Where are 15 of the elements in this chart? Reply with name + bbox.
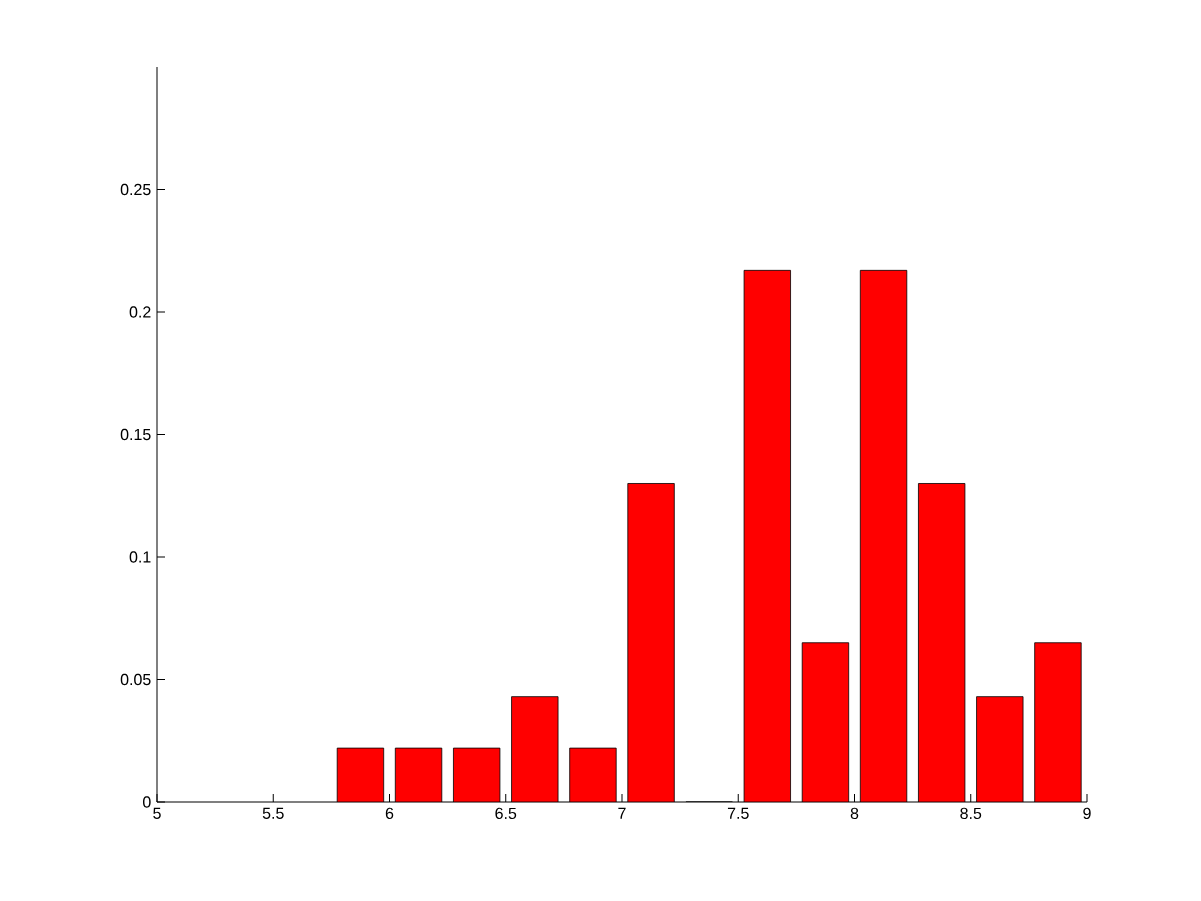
x-tick-label: 5.5 [262,807,284,819]
y-tick-label: 0.1 [129,551,151,563]
y-tick-label: 0.05 [120,673,151,686]
x-tick-label: 5 [153,807,161,819]
x-tick-label: 7.5 [727,807,749,819]
x-tick-label: 8 [850,807,859,820]
x-tick-label: 6.5 [495,807,517,820]
x-tick-label: 6 [385,807,394,820]
y-tick-label: 0.25 [120,183,151,196]
x-tick-label: 9 [1083,807,1091,820]
x-tick-label: 8.5 [960,807,982,820]
x-tick-label: 7 [618,807,626,819]
y-tick-label: 0 [143,796,151,808]
y-tick-label: 0.2 [129,306,151,318]
y-tick-label: 0.15 [120,428,151,441]
